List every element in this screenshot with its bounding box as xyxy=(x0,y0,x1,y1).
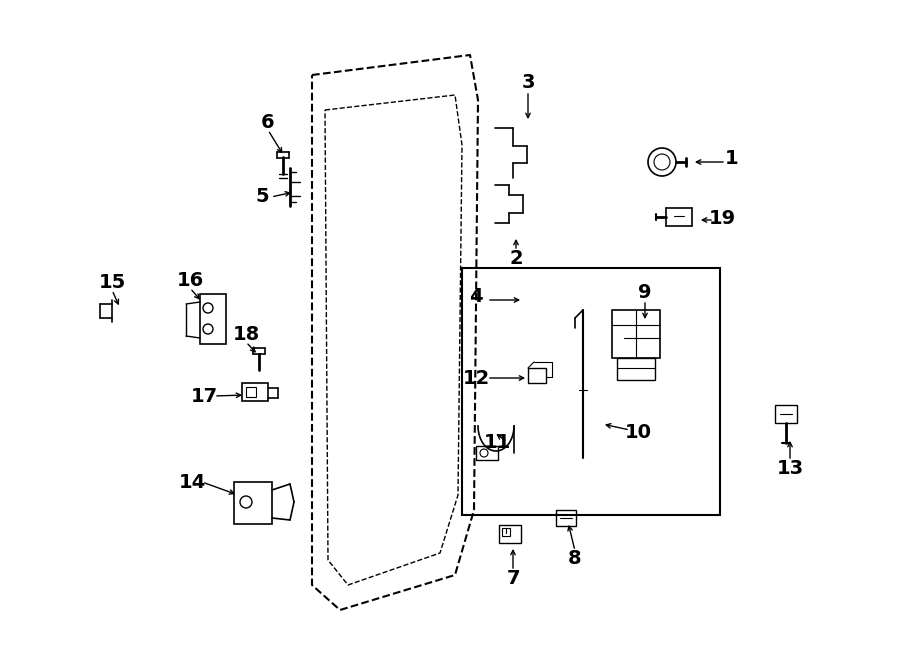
Text: 15: 15 xyxy=(98,274,126,293)
Bar xyxy=(528,368,546,383)
Text: 11: 11 xyxy=(483,434,510,453)
Text: 6: 6 xyxy=(261,112,274,132)
Text: 5: 5 xyxy=(256,188,269,206)
Bar xyxy=(242,383,268,401)
Text: 4: 4 xyxy=(469,286,482,305)
Text: 18: 18 xyxy=(232,325,259,344)
Text: 8: 8 xyxy=(568,549,581,568)
Bar xyxy=(502,528,510,536)
Bar xyxy=(246,387,256,397)
Text: 16: 16 xyxy=(176,270,203,290)
Bar xyxy=(775,405,797,423)
Text: 2: 2 xyxy=(509,249,523,268)
Text: 10: 10 xyxy=(625,422,652,442)
Bar xyxy=(200,294,226,344)
Bar xyxy=(476,446,498,460)
Bar xyxy=(234,482,272,524)
Text: 14: 14 xyxy=(178,473,205,492)
Text: 7: 7 xyxy=(506,568,520,588)
Bar xyxy=(617,358,655,380)
Bar xyxy=(499,525,521,543)
Text: 13: 13 xyxy=(777,459,804,477)
Text: 1: 1 xyxy=(725,149,739,167)
Text: 12: 12 xyxy=(463,368,490,387)
Text: 3: 3 xyxy=(521,73,535,91)
Bar xyxy=(556,510,576,526)
Text: 17: 17 xyxy=(191,387,218,405)
Bar xyxy=(462,268,720,515)
Bar xyxy=(612,310,660,358)
Text: 9: 9 xyxy=(638,282,652,301)
Text: 19: 19 xyxy=(708,208,735,227)
